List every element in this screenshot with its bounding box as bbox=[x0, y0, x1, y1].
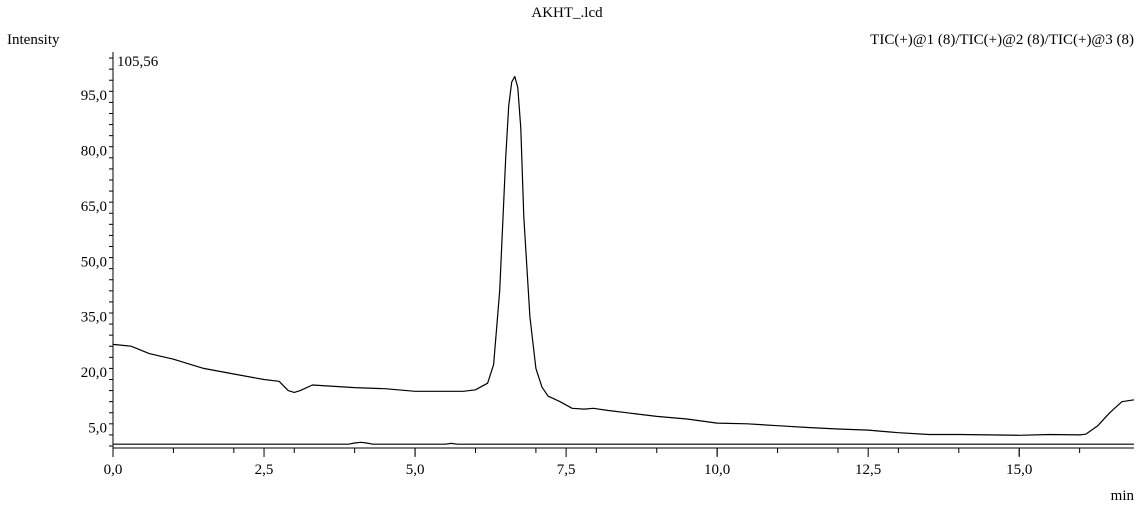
y-tick-label: 5,0 bbox=[88, 421, 107, 437]
channel-label: TIC(+)@1 (8)/TIC(+)@2 (8)/TIC(+)@3 (8) bbox=[870, 32, 1134, 48]
y-tick-label: 65,0 bbox=[81, 199, 107, 215]
y-axis-label: Intensity bbox=[7, 32, 60, 48]
x-tick-label: 10,0 bbox=[704, 462, 730, 478]
series-line-1 bbox=[112, 75, 1135, 436]
chart-title: AKHT_.lcd bbox=[531, 5, 603, 21]
y-tick-label: 35,0 bbox=[81, 310, 107, 326]
series-layer bbox=[112, 75, 1135, 445]
y-tick-label: 50,0 bbox=[81, 254, 107, 270]
x-tick-label: 12,5 bbox=[855, 462, 881, 478]
x-tick-label: 2,5 bbox=[255, 462, 274, 478]
x-axis-label: min bbox=[1111, 488, 1135, 504]
x-tick-label: 7,5 bbox=[557, 462, 576, 478]
max-intensity-label: 105,56 bbox=[117, 54, 159, 70]
y-tick-label: 95,0 bbox=[81, 88, 107, 104]
series-line-2 bbox=[113, 441, 1134, 445]
x-tick-label: 15,0 bbox=[1006, 462, 1032, 478]
x-tick-label: 5,0 bbox=[406, 462, 425, 478]
y-axis-ticks: 5,0 20,0 35,0 50,0 65,0 80,0 95,0 bbox=[81, 57, 113, 447]
x-axis-ticks: 0,0 2,5 5,0 7,5 10,0 12,5 15,0 bbox=[104, 448, 1081, 478]
x-tick-label: 0,0 bbox=[104, 462, 123, 478]
y-tick-label: 20,0 bbox=[81, 365, 107, 381]
y-tick-label: 80,0 bbox=[81, 143, 107, 159]
